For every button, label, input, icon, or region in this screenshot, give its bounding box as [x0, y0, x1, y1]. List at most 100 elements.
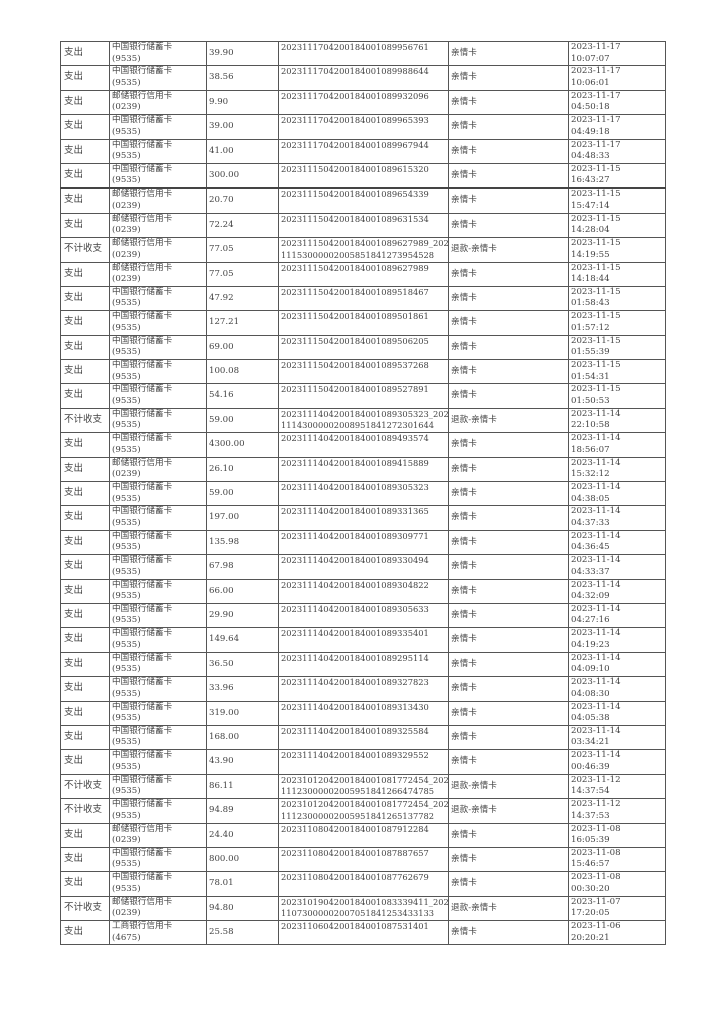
payment-account: 中国银行储蓄卡 (9535) — [109, 602, 207, 629]
transaction-id-line1: 2023111404200184001089305323 — [281, 482, 429, 493]
table-row: 支出 邮储银行信用卡 (0239) 72.24 20231115042001840… — [60, 212, 666, 239]
transaction-id-line2: 1112300000200595184126647478​5 — [281, 786, 435, 797]
transaction-date: 2023-11-15 — [571, 213, 621, 224]
payment-account: 中国银行储蓄卡 (9535) — [109, 798, 207, 824]
transaction-time: 00:46:39 — [571, 761, 610, 772]
description: 亲情卡 — [448, 432, 569, 458]
transaction-time: 04:37:33 — [571, 517, 610, 528]
transaction-datetime: 2023-11-17 10:07:07 — [568, 40, 666, 67]
transaction-time: 03:34:21 — [571, 737, 610, 748]
card-suffix: (9535) — [112, 737, 141, 748]
table-row: 支出 中国银行储蓄卡 (9535) 197.00 2023111404200184… — [60, 505, 666, 531]
transaction-time: 15:32:12 — [571, 469, 610, 480]
transaction-time: 14:19:55 — [571, 249, 610, 260]
transaction-date: 2023-11-14 — [571, 457, 621, 468]
description: 亲情卡 — [448, 285, 569, 312]
amount: 36.50 — [206, 651, 279, 678]
table-row: 支出 中国银行储蓄卡 (9535) 38.56 20231117042001840… — [60, 65, 666, 91]
transaction-datetime: 2023-11-08 00:30:20 — [568, 871, 666, 897]
transaction-datetime: 2023-11-14 22:10:58 — [568, 407, 666, 434]
transaction-date: 2023-11-14 — [571, 603, 621, 614]
card-suffix: (9535) — [112, 615, 141, 626]
transaction-datetime: 2023-11-17 04:50:18 — [568, 89, 666, 116]
card-suffix: (0239) — [112, 908, 141, 919]
transaction-time: 10:06:01 — [571, 77, 610, 88]
transaction-type: 支出 — [60, 432, 110, 458]
transaction-time: 04:33:37 — [571, 566, 610, 577]
account-name: 中国银行储蓄卡 — [112, 847, 173, 858]
account-name: 中国银行储蓄卡 — [112, 530, 173, 541]
transaction-id-line1: 2023101904200184001083339411_2023 — [281, 896, 449, 907]
description: 亲情卡 — [448, 578, 569, 604]
transaction-date: 2023-11-17 — [571, 42, 621, 52]
transaction-id-line1: 2023111404200184001089493574 — [281, 433, 429, 444]
transaction-datetime: 2023-11-15 01:58:43 — [568, 285, 666, 312]
transaction-time: 01:57:12 — [571, 322, 610, 333]
amount: 29.90 — [206, 602, 279, 629]
transaction-time: 04:48:33 — [571, 151, 610, 162]
card-suffix: (0239) — [112, 469, 141, 480]
transaction-time: 04:50:18 — [571, 102, 610, 113]
card-suffix: (9535) — [112, 859, 141, 870]
payment-account: 中国银行储蓄卡 (9535) — [109, 310, 207, 336]
table-row: 支出 中国银行储蓄卡 (9535) 36.50 20231114042001840… — [60, 651, 666, 678]
transaction-date: 2023-11-14 — [571, 652, 621, 663]
transaction-id: 2023111404200184001089493574 — [278, 432, 449, 458]
transaction-id: 2023111404200184001089313430 — [278, 700, 449, 726]
card-suffix: (9535) — [112, 493, 141, 504]
account-name: 中国银行储蓄卡 — [112, 408, 173, 419]
table-row: 支出 中国银行储蓄卡 (9535) 69.00 20231115042001840… — [60, 334, 666, 361]
card-suffix: (9535) — [112, 322, 141, 333]
transaction-id-line1: 2023111404200184001089325584 — [281, 725, 429, 736]
amount: 168.00 — [206, 724, 279, 751]
transaction-type: 支出 — [60, 40, 110, 67]
account-name: 邮储银行信用卡 — [112, 896, 173, 907]
payment-account: 中国银行储蓄卡 (9535) — [109, 724, 207, 751]
transaction-type: 支出 — [60, 65, 110, 91]
transaction-id: 2023111404200184001089327823 — [278, 676, 449, 702]
payment-account: 中国银行储蓄卡 (9535) — [109, 627, 207, 653]
payment-account: 工商银行信用卡 (4675) — [109, 920, 207, 946]
table-row: 不计收支 邮储银行信用卡 (0239) 94.80 202310190420018… — [60, 895, 666, 922]
transaction-date: 2023-11-08 — [571, 872, 621, 883]
transaction-datetime: 2023-11-17 04:48:33 — [568, 138, 666, 164]
amount: 94.80 — [206, 895, 279, 922]
transaction-type: 支出 — [60, 285, 110, 312]
transaction-datetime: 2023-11-08 15:46:57 — [568, 846, 666, 873]
account-name: 中国银行储蓄卡 — [112, 384, 173, 395]
payment-account: 中国银行储蓄卡 (9535) — [109, 578, 207, 604]
transaction-id: 2023111504200184001089627989_2023 1115300… — [278, 237, 449, 263]
transaction-time: 04:49:18 — [571, 126, 610, 137]
transaction-id-line1: 2023111404200184001089304822 — [281, 579, 429, 590]
transaction-id: 2023110804200184001087887657 — [278, 846, 449, 873]
table-row: 支出 邮储银行信用卡 (0239) 9.90 202311170420018400… — [60, 89, 666, 116]
transaction-time: 04:08:30 — [571, 688, 610, 699]
transaction-date: 2023-11-15 — [571, 189, 621, 200]
transaction-type: 支出 — [60, 529, 110, 556]
transaction-id-line1: 2023111704200184001089965393 — [281, 115, 429, 126]
transaction-id-line1: 2023111504200184001089527891 — [281, 384, 429, 395]
transaction-time: 01:58:43 — [571, 298, 610, 309]
transaction-id: 2023110804200184001087912284 — [278, 822, 449, 848]
card-suffix: (9535) — [112, 761, 141, 772]
transaction-time: 01:50:53 — [571, 395, 610, 406]
account-name: 中国银行储蓄卡 — [112, 42, 173, 52]
amount: 127.21 — [206, 310, 279, 336]
table-row: 支出 中国银行储蓄卡 (9535) 39.90 20231117042001840… — [60, 40, 666, 67]
transaction-time: 22:10:58 — [571, 420, 610, 431]
transaction-type: 支出 — [60, 456, 110, 483]
amount: 33.96 — [206, 676, 279, 702]
transaction-datetime: 2023-11-14 04:19:23 — [568, 627, 666, 653]
card-suffix: (9535) — [112, 713, 141, 724]
payment-account: 中国银行储蓄卡 (9535) — [109, 700, 207, 726]
account-name: 邮储银行信用卡 — [112, 262, 173, 273]
account-name: 中国银行储蓄卡 — [112, 555, 173, 566]
transaction-date: 2023-11-15 — [571, 384, 621, 395]
amount: 77.05 — [206, 237, 279, 263]
transaction-datetime: 2023-11-15 15:47:14 — [568, 187, 666, 214]
transaction-date: 2023-11-14 — [571, 725, 621, 736]
transaction-date: 2023-11-15 — [571, 360, 621, 371]
transaction-date: 2023-11-15 — [571, 335, 621, 346]
transaction-type: 支出 — [60, 676, 110, 702]
payment-account: 中国银行储蓄卡 (9535) — [109, 432, 207, 458]
